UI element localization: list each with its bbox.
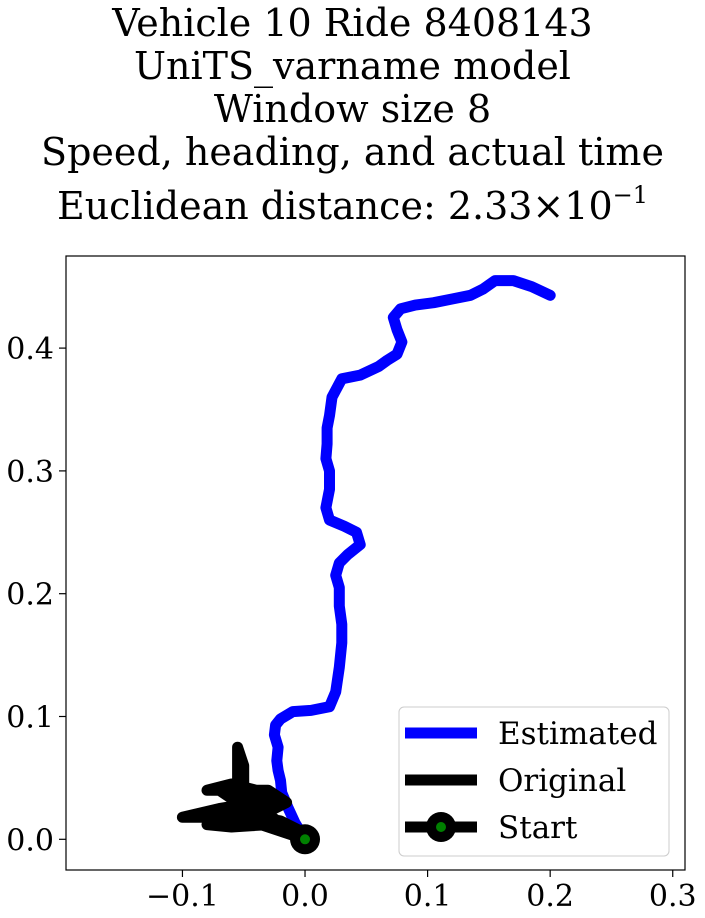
y-tick-label: 0.0 xyxy=(6,823,54,858)
x-tick-label: 0.1 xyxy=(404,879,452,914)
legend-box xyxy=(398,706,670,857)
y-tick-label: 0.2 xyxy=(6,578,54,613)
legend-label-estimated: Estimated xyxy=(498,716,657,752)
legend-label-start: Start xyxy=(498,810,578,846)
title-line-3: Window size 8 xyxy=(213,87,492,131)
x-tick-label: 0.3 xyxy=(649,879,697,914)
title-line-5: Euclidean distance: 2.33×10−1 xyxy=(0,174,705,228)
y-tick-label: 0.1 xyxy=(6,701,54,736)
x-tick-label: 0.2 xyxy=(526,879,574,914)
title-line-2: UniTS_varname model xyxy=(134,44,571,88)
x-tick-label: −0.1 xyxy=(146,879,219,914)
x-tick-label: 0.0 xyxy=(281,879,329,914)
title-line-1: Vehicle 10 Ride 8408143 xyxy=(112,1,593,45)
legend-start-marker-center xyxy=(436,822,446,832)
chart-title: Vehicle 10 Ride 8408143 UniTS_varname mo… xyxy=(0,2,705,228)
legend-label-original: Original xyxy=(498,763,626,799)
title-line-5-text: Euclidean distance: 2.33×10 xyxy=(56,184,613,228)
start-marker-center xyxy=(300,834,311,845)
series-line-estimated xyxy=(268,275,556,845)
plot-frame xyxy=(65,255,686,871)
series-line-original xyxy=(176,741,311,845)
title-line-5-exponent: −1 xyxy=(612,181,649,209)
y-tick-label: 0.3 xyxy=(6,455,54,490)
y-tick-label: 0.4 xyxy=(6,332,54,367)
title-line-4: Speed, heading, and actual time xyxy=(41,130,664,174)
